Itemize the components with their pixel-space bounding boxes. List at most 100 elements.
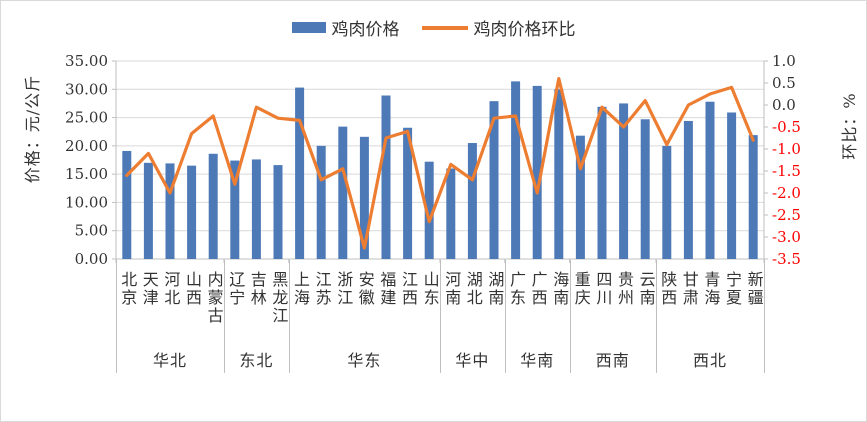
price-bar xyxy=(662,145,672,259)
x-axis-label-text: 江西 xyxy=(398,271,418,307)
bar-swatch-icon xyxy=(291,22,326,33)
price-bar xyxy=(251,159,261,259)
x-axis-label: 江西 xyxy=(397,271,419,307)
left-axis-tick-label: 25.00 xyxy=(65,109,108,127)
region-label: 华东 xyxy=(347,351,382,370)
price-bar xyxy=(489,101,499,259)
left-axis-tick-label: 30.00 xyxy=(65,80,108,98)
x-axis-label-text: 四川 xyxy=(593,271,613,307)
price-bar xyxy=(403,127,413,259)
x-axis-label: 河南 xyxy=(440,271,462,307)
region-separator xyxy=(656,260,657,373)
right-axis-tick-label: 0.5 xyxy=(772,74,796,92)
x-axis-label: 河北 xyxy=(159,271,181,307)
left-axis-tick-label: 35.00 xyxy=(65,52,108,70)
right-axis-tick-label: -1.5 xyxy=(772,162,801,180)
x-axis-label-text: 贵州 xyxy=(614,271,634,307)
x-axis-label: 内蒙古 xyxy=(202,271,224,325)
region-separator xyxy=(288,260,290,373)
x-axis-label: 云南 xyxy=(634,271,656,307)
x-axis-label: 青海 xyxy=(699,271,721,307)
right-axis-tick-label: -1.0 xyxy=(772,140,801,158)
x-axis-label: 广东 xyxy=(505,271,527,307)
right-axis-tick-label: -3.5 xyxy=(772,250,801,268)
x-axis-label: 浙江 xyxy=(332,271,354,307)
x-axis-label-text: 江苏 xyxy=(312,271,332,307)
region-label: 华北 xyxy=(152,351,187,370)
x-axis-label-text: 海南 xyxy=(550,271,570,307)
x-axis-label: 北京 xyxy=(116,271,138,307)
x-axis-label-text: 山东 xyxy=(420,271,440,307)
x-axis-label: 天津 xyxy=(138,271,160,307)
price-bar xyxy=(467,143,477,259)
legend-item-ring: 鸡肉价格环比 xyxy=(421,15,576,40)
price-bar xyxy=(230,160,240,259)
price-bar xyxy=(122,150,132,259)
x-axis-label: 陕西 xyxy=(656,271,678,307)
right-axis-tick-label: 0.0 xyxy=(772,96,796,114)
region-separator xyxy=(116,260,117,373)
x-axis-label: 湖南 xyxy=(483,271,505,307)
legend-label-ring: 鸡肉价格环比 xyxy=(473,20,576,40)
x-axis-label-text: 浙江 xyxy=(334,271,354,307)
right-axis-tick-label: -2.5 xyxy=(772,206,801,224)
ring-ratio-line xyxy=(125,76,755,250)
x-axis-label-text: 内蒙古 xyxy=(204,271,224,325)
price-bar xyxy=(316,145,326,259)
x-axis-label-text: 山西 xyxy=(182,271,202,307)
region-separator xyxy=(504,260,506,373)
x-axis-label-text: 湖北 xyxy=(463,271,483,307)
price-bar xyxy=(208,153,218,259)
x-axis-label-text: 广东 xyxy=(506,271,526,307)
x-axis-label-text: 广西 xyxy=(528,271,548,307)
price-bar xyxy=(187,165,197,259)
x-axis-label-text: 河南 xyxy=(442,271,462,307)
region-separator xyxy=(440,260,441,373)
x-axis-label: 宁夏 xyxy=(721,271,743,307)
x-axis-label: 四川 xyxy=(591,271,613,307)
price-bar xyxy=(597,106,607,259)
price-bar xyxy=(511,81,521,259)
region-label: 东北 xyxy=(239,351,274,370)
region-label: 华南 xyxy=(520,351,555,370)
left-axis-tick-label: 20.00 xyxy=(65,137,108,155)
x-axis-label-text: 黑龙江 xyxy=(269,271,289,325)
price-bar xyxy=(295,87,305,260)
legend-item-price: 鸡肉价格 xyxy=(291,15,400,40)
x-axis-label-text: 云南 xyxy=(636,271,656,307)
left-axis-tick-label: 0.00 xyxy=(75,250,108,268)
x-axis-label: 广西 xyxy=(526,271,548,307)
x-axis-label: 重庆 xyxy=(570,271,592,307)
price-bar xyxy=(424,161,434,259)
price-bar xyxy=(705,101,715,259)
right-axis-tick-label: -3.0 xyxy=(772,228,801,246)
price-bar xyxy=(683,120,693,259)
x-axis-label: 山东 xyxy=(418,271,440,307)
price-bar xyxy=(532,85,542,260)
x-axis-label: 甘肃 xyxy=(678,271,700,307)
x-axis-label-text: 宁夏 xyxy=(722,271,742,307)
x-axis-label: 黑龙江 xyxy=(267,271,289,325)
x-axis-label-text: 北京 xyxy=(118,271,138,307)
x-axis-label: 新疆 xyxy=(742,271,764,307)
x-axis-label-text: 上海 xyxy=(290,271,310,307)
price-bar xyxy=(446,168,456,259)
region-label: 西南 xyxy=(595,351,630,370)
x-axis-label: 山西 xyxy=(181,271,203,307)
x-axis-label: 安徽 xyxy=(354,271,376,307)
left-axis-tick-label: 5.00 xyxy=(75,222,108,240)
x-axis-label-text: 吉林 xyxy=(247,271,267,307)
price-bar xyxy=(381,95,391,259)
x-axis-label: 吉林 xyxy=(246,271,268,307)
legend-label-price: 鸡肉价格 xyxy=(331,20,400,40)
x-axis-label: 海南 xyxy=(548,271,570,307)
price-bar xyxy=(273,165,283,259)
region-label: 华中 xyxy=(455,351,490,370)
price-bar xyxy=(338,126,348,259)
region-separator xyxy=(569,260,571,373)
x-axis-label: 贵州 xyxy=(613,271,635,307)
price-bar xyxy=(619,103,629,259)
x-axis-label-text: 甘肃 xyxy=(679,271,699,307)
x-axis-label: 福建 xyxy=(375,271,397,307)
